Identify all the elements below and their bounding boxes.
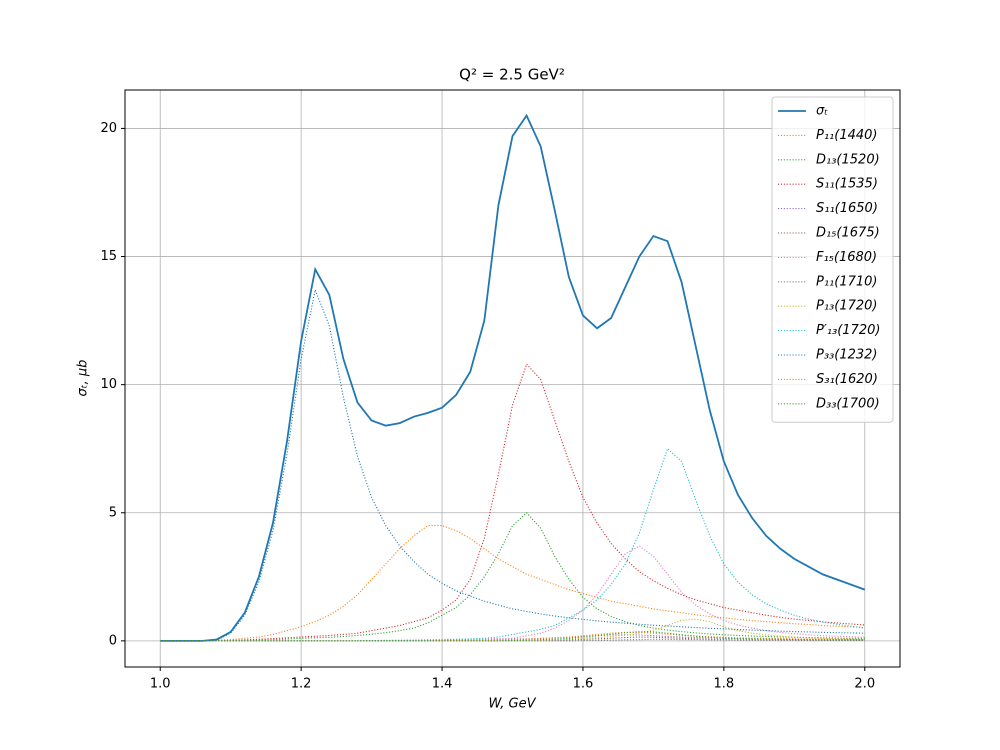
series-line xyxy=(160,618,865,642)
series-line xyxy=(160,113,866,642)
legend: σₜ P₁₁(1440) D₁₃(1520) S₁₁(1535) S₁₁(1650) D₁… xyxy=(771,96,894,423)
series-line xyxy=(160,634,865,642)
series-line xyxy=(160,511,865,642)
legend-label: F₁₅(1680) xyxy=(816,250,877,265)
chart-title: Q² = 2.5 GeV² xyxy=(459,66,565,84)
series-line xyxy=(160,287,865,642)
y-tick-label: 0 xyxy=(109,633,117,648)
legend-label: P₁₃(1720) xyxy=(816,299,878,314)
x-tick-label: 1.2 xyxy=(291,677,312,692)
legend-label: D₃₃(1700) xyxy=(816,396,880,411)
y-tick-label: 20 xyxy=(100,121,117,136)
x-tick-label: 1.6 xyxy=(573,677,594,692)
legend-label: σₜ xyxy=(816,104,828,119)
x-axis-label: W, GeV xyxy=(488,697,536,712)
series-line xyxy=(160,631,865,642)
legend-box xyxy=(771,96,894,423)
series-line xyxy=(160,525,865,642)
legend-label: S₁₁(1650) xyxy=(816,201,878,216)
x-tick-label: 1.8 xyxy=(714,677,735,692)
plot-frame xyxy=(124,89,901,668)
y-tick-label: 10 xyxy=(100,377,117,392)
legend-label: P′₁₃(1720) xyxy=(816,323,880,338)
series-line xyxy=(160,363,865,642)
x-tick-label: 2.0 xyxy=(854,677,875,692)
legend-label: S₁₁(1535) xyxy=(816,177,878,192)
y-axis-label: σₜ, μb xyxy=(76,360,91,397)
series-line xyxy=(160,447,865,642)
legend-label: D₁₃(1520) xyxy=(816,152,880,167)
series-line xyxy=(160,545,865,642)
y-tick-label: 5 xyxy=(109,505,117,520)
x-tick-label: 1.4 xyxy=(432,677,453,692)
legend-label: P₁₁(1440) xyxy=(816,128,878,143)
series-line xyxy=(160,631,865,642)
legend-label: P₃₃(1232) xyxy=(816,348,878,363)
legend-label: P₁₁(1710) xyxy=(816,274,878,289)
legend-label: S₃₁(1620) xyxy=(816,372,878,387)
legend-label: D₁₅(1675) xyxy=(816,226,880,241)
y-tick-label: 15 xyxy=(100,249,117,264)
series-line xyxy=(160,636,865,642)
x-tick-label: 1.0 xyxy=(150,677,171,692)
